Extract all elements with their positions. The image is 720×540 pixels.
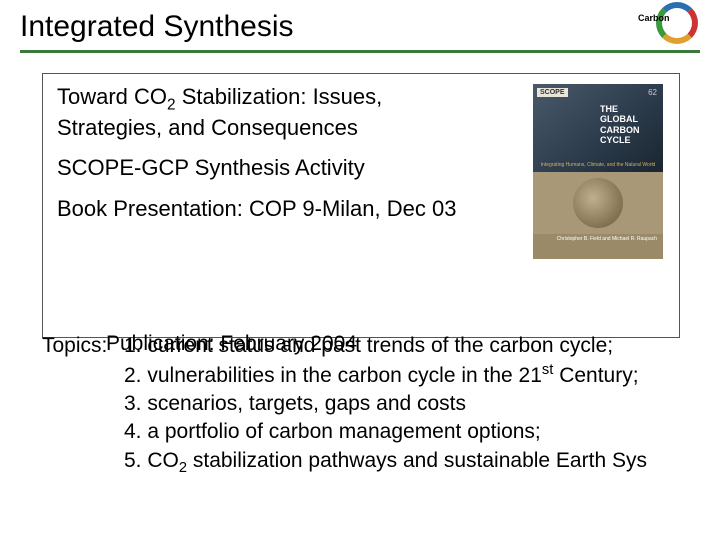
book-cover: SCOPE 62 THE GLOBAL CARBON CYCLE Integra… [533,84,663,259]
logo-text: Carbon [638,14,670,23]
topic-2a: 2. vulnerabilities in the carbon cycle i… [124,364,542,387]
topic-5a: 5. CO [124,449,179,472]
topic-3: 3. scenarios, targets, gaps and costs [124,390,720,418]
cover-subtitle: Integrating Humans, Climate, and the Nat… [539,162,657,168]
box-paragraph-1: Toward CO2 Stabilization: Issues, Strate… [57,84,477,141]
topics-label: Topics: [42,334,107,357]
topic-2: 2. vulnerabilities in the carbon cycle i… [124,361,720,390]
box-paragraph-3: Book Presentation: COP 9-Milan, Dec 03 [57,196,477,222]
co2-subscript: 2 [167,96,176,113]
publication-overlay: Publication: February 2004 [106,332,357,356]
content-box: Toward CO2 Stabilization: Issues, Strate… [42,73,680,338]
cover-title: THE GLOBAL CARBON CYCLE [600,104,655,145]
century-superscript: st [542,362,553,378]
p1-part-a: Toward CO [57,84,167,109]
cover-top: SCOPE 62 THE GLOBAL CARBON CYCLE Integra… [533,84,663,172]
co2-subscript-2: 2 [179,460,187,476]
topic-4: 4. a portfolio of carbon management opti… [124,418,720,446]
cover-bottom: Christopher B. Field and Michael R. Raup… [533,234,663,259]
logo-ring-icon [656,2,698,44]
scope-number: 62 [648,88,657,97]
topic-5b: stabilization pathways and sustainable E… [187,449,647,472]
header: Integrated Synthesis Carbon [0,0,720,53]
scope-badge: SCOPE [537,88,568,97]
cover-swirl-icon [573,178,623,228]
topic-2b: Century; [553,364,638,387]
cover-middle [533,172,663,234]
topic-5: 5. CO2 stabilization pathways and sustai… [124,447,720,479]
carbon-project-logo: Carbon [638,2,708,47]
page-title: Integrated Synthesis [20,10,700,44]
title-underline [20,50,700,53]
